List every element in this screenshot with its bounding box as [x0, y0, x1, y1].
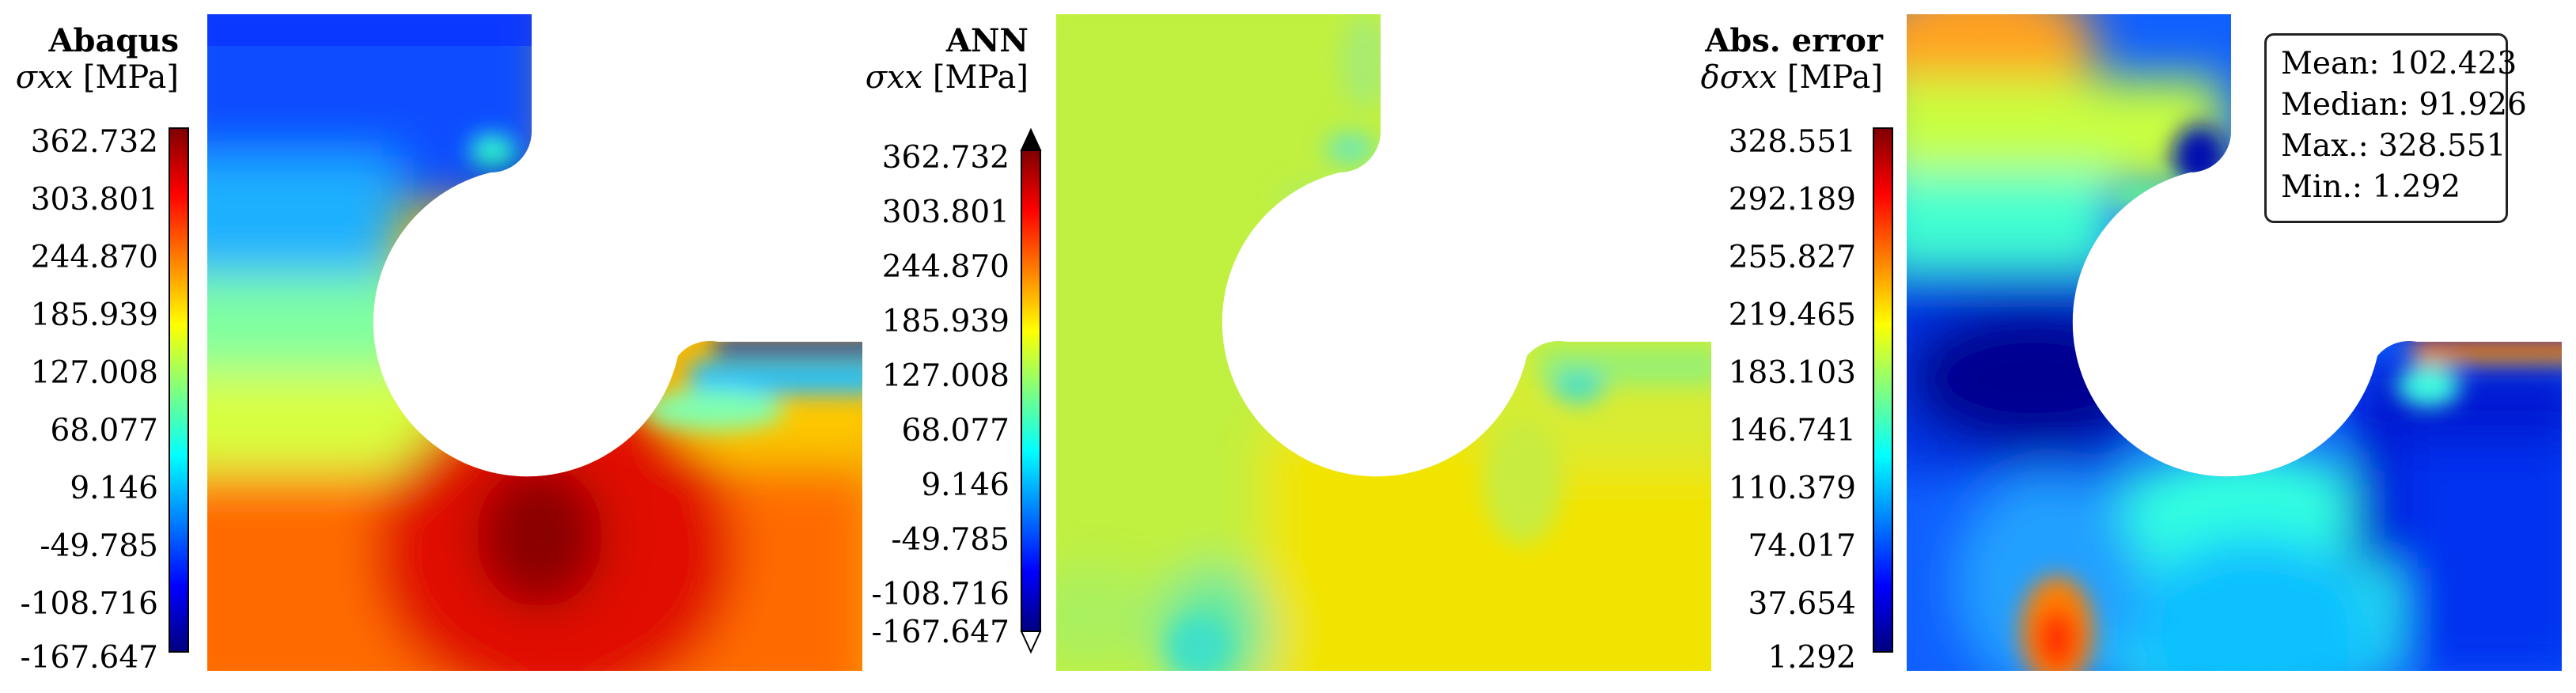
colorbar-tick: 74.017	[1748, 528, 1856, 564]
colorbar-tick: 68.077	[50, 413, 158, 449]
colorbar-tick: -167.647	[20, 640, 158, 676]
colorbar-tick: 185.939	[30, 297, 158, 333]
colorbar-tick: 255.827	[1728, 240, 1856, 275]
panel-subtitle: σxx [MPa]	[0, 60, 179, 95]
stat-median: Median: 91.926	[2281, 87, 2527, 123]
colorbar-tick: 185.939	[881, 304, 1010, 339]
subtitle-unit: [MPa]	[1786, 59, 1883, 96]
colorbar-tick: 362.732	[30, 124, 158, 160]
colorbar-tick: 183.103	[1728, 355, 1856, 391]
colorbar-tick: -167.647	[871, 615, 1010, 650]
colorbar-tick: -49.785	[40, 528, 158, 564]
statistics-box: Mean: 102.423 Median: 91.926 Max.: 328.5…	[2264, 33, 2527, 223]
colorbar-tick: 244.870	[30, 240, 158, 275]
colorbar	[1020, 127, 1042, 654]
colorbar-tick: 303.801	[30, 182, 158, 218]
colorbar-tick: 37.654	[1748, 586, 1856, 622]
stat-min: Min.: 1.292	[2281, 169, 2461, 205]
stat-mean: Mean: 102.423	[2281, 46, 2517, 81]
subtitle-unit: [MPa]	[82, 59, 179, 96]
colorbar-tick: 9.146	[921, 468, 1010, 503]
colorbar	[1873, 127, 1893, 653]
colorbar-tick: -49.785	[891, 522, 1010, 558]
colorbar	[169, 127, 189, 653]
colorbar-tick: 1.292	[1767, 640, 1856, 676]
colorbar-tick: 127.008	[30, 355, 158, 391]
panel-title: Abs. error	[1705, 22, 1883, 59]
stat-max: Max.: 328.551	[2281, 128, 2506, 164]
colorbar-tick: 292.189	[1728, 182, 1856, 218]
colorbar-tick: 9.146	[70, 471, 158, 506]
subtitle-unit: [MPa]	[932, 59, 1029, 96]
error-field	[1907, 14, 2562, 671]
stress-field-ann	[1056, 14, 1711, 671]
colorbar-tick: 362.732	[881, 140, 1010, 176]
colorbar-tick: 146.741	[1728, 413, 1856, 449]
subtitle-symbol: σxx	[865, 59, 923, 96]
colorbar-tick: 303.801	[881, 195, 1010, 230]
panel-title: ANN	[945, 22, 1029, 59]
subtitle-symbol: δσxx	[1700, 59, 1778, 96]
subtitle-symbol: σxx	[15, 59, 74, 96]
colorbar-tick: 219.465	[1728, 297, 1856, 333]
colorbar-tick: -108.716	[20, 586, 158, 622]
colorbar-tick: 328.551	[1728, 124, 1856, 160]
stress-field-abaqus	[207, 14, 862, 671]
panel-title: Abaqus	[48, 22, 180, 59]
colorbar-tick: -108.716	[871, 577, 1010, 612]
colorbar-tick: 244.870	[881, 249, 1010, 285]
panel-subtitle: σxx [MPa]	[791, 60, 1029, 95]
colorbar-tick: 68.077	[901, 413, 1010, 449]
colorbar-tick: 127.008	[881, 358, 1010, 394]
panel-subtitle: δσxx [MPa]	[1622, 60, 1883, 95]
colorbar-tick: 110.379	[1728, 471, 1856, 506]
